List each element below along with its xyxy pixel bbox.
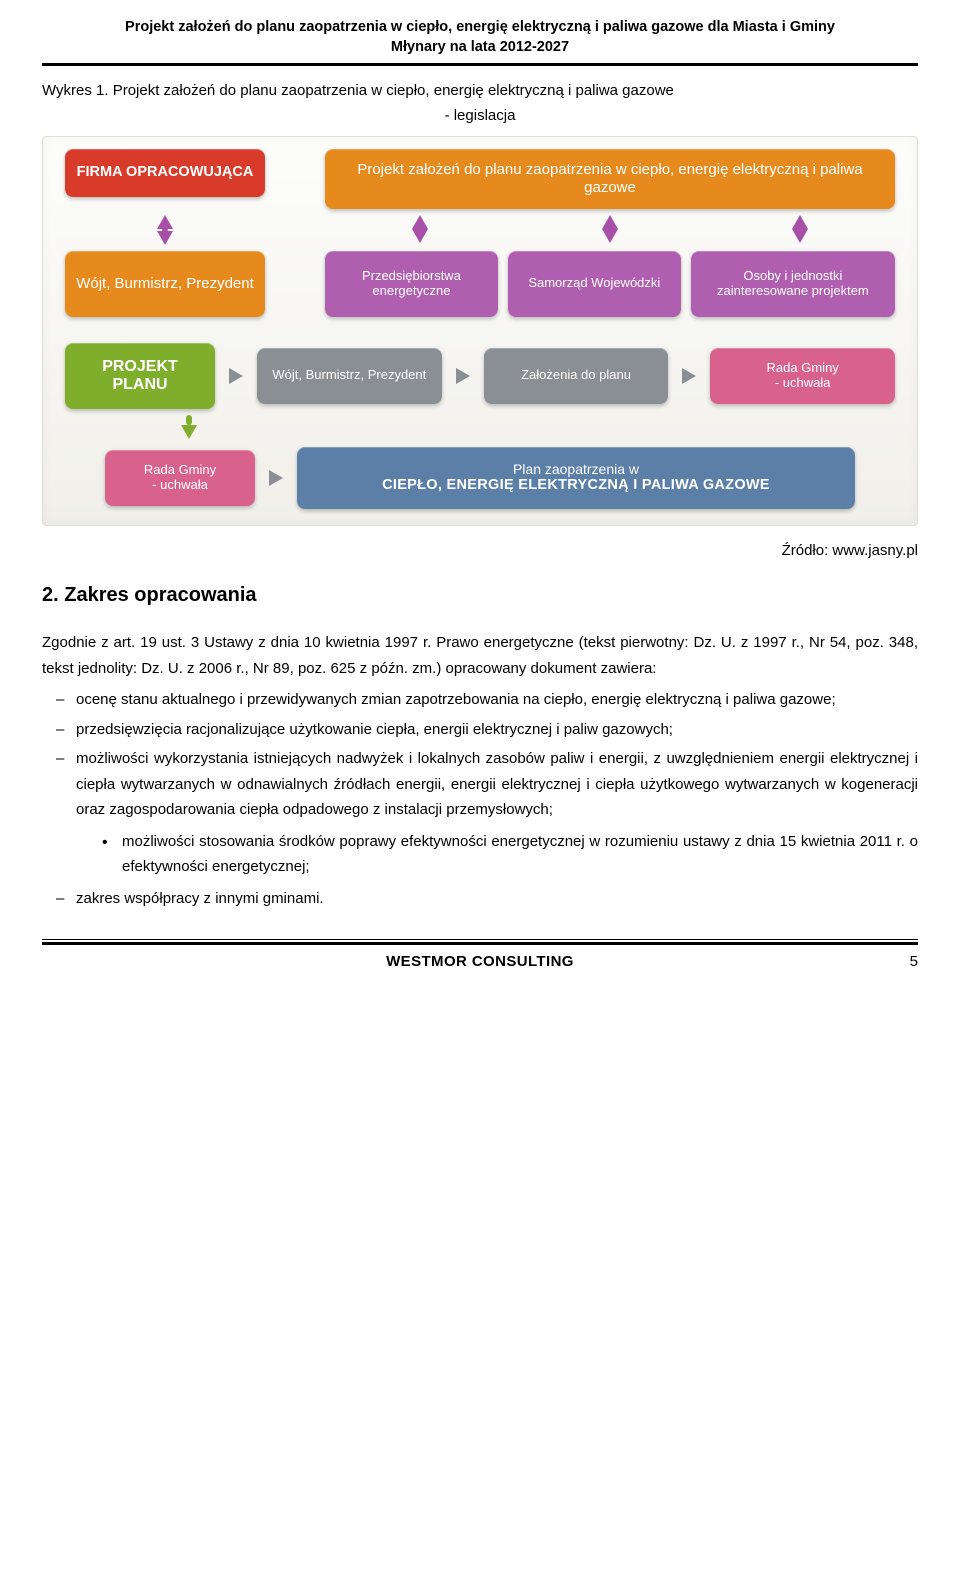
header-line-2: Młynary na lata 2012-2027 <box>42 38 918 58</box>
node-label: Przedsiębiorstwa energetyczne <box>333 269 490 299</box>
arrow-down-icon <box>181 415 197 441</box>
page-number: 5 <box>858 951 918 974</box>
list-item: możliwości stosowania środków poprawy ef… <box>42 829 918 880</box>
main-list-tail: zakres współpracy z innymi gminami. <box>42 886 918 912</box>
node-label: Rada Gminy <box>144 463 216 478</box>
main-list: ocenę stanu aktualnego i przewidywanych … <box>42 687 918 823</box>
legislation-diagram: FIRMA OPRACOWUJĄCA Projekt założeń do pl… <box>42 136 918 526</box>
sub-list: możliwości stosowania środków poprawy ef… <box>42 829 918 880</box>
diagram-row-3: PROJEKT PLANU Wójt, Burmistrz, Prezydent… <box>49 343 911 409</box>
node-label: - uchwała <box>152 478 208 493</box>
node-label: PROJEKT <box>102 358 178 376</box>
node-przedsiebiorstwa: Przedsiębiorstwa energetyczne <box>325 251 498 317</box>
diagram-row-4: Rada Gminy - uchwała Plan zaopatrzenia w… <box>49 447 911 509</box>
node-samorzad: Samorząd Wojewódzki <box>508 251 681 317</box>
document-header: Projekt założeń do planu zaopatrzenia w … <box>42 18 918 66</box>
node-label: Plan zaopatrzenia w <box>513 461 639 477</box>
section-heading: 2. Zakres opracowania <box>42 580 918 610</box>
list-item: możliwości wykorzystania istniejących na… <box>42 746 918 823</box>
figure-caption: Wykres 1. Projekt założeń do planu zaopa… <box>42 80 918 101</box>
node-wojt-burmistrz: Wójt, Burmistrz, Prezydent <box>65 251 265 317</box>
node-label: PLANU <box>112 376 167 394</box>
node-label: Wójt, Burmistrz, Prezydent <box>272 368 426 383</box>
list-item: przedsięwzięcia racjonalizujące użytkowa… <box>42 717 918 743</box>
node-label: - uchwała <box>775 376 831 391</box>
node-rada-gminy-2: Rada Gminy - uchwała <box>105 450 255 506</box>
arrow-right-icon <box>678 368 700 384</box>
node-label: Wójt, Burmistrz, Prezydent <box>76 275 254 292</box>
diagram-row-2: Wójt, Burmistrz, Prezydent Przedsiębiors… <box>49 251 911 317</box>
node-projekt-planu: PROJEKT PLANU <box>65 343 215 409</box>
double-arrow-icon <box>157 215 173 245</box>
intro-paragraph: Zgodnie z art. 19 ust. 3 Ustawy z dnia 1… <box>42 630 918 681</box>
node-label: FIRMA OPRACOWUJĄCA <box>77 164 254 181</box>
figure-subtitle: - legislacja <box>42 105 918 128</box>
footer-brand: WESTMOR CONSULTING <box>386 951 574 974</box>
header-line-1: Projekt założeń do planu zaopatrzenia w … <box>42 18 918 38</box>
node-projekt-zalozen: Projekt założeń do planu zaopatrzenia w … <box>325 149 895 209</box>
arrow-right-icon <box>225 368 247 384</box>
node-wojt-burmistrz-2: Wójt, Burmistrz, Prezydent <box>257 348 442 404</box>
double-arrow-icon <box>792 215 808 245</box>
list-item: zakres współpracy z innymi gminami. <box>42 886 918 912</box>
node-osoby-jednostki: Osoby i jednostki zainteresowane projekt… <box>691 251 895 317</box>
node-label: Osoby i jednostki zainteresowane projekt… <box>699 269 887 299</box>
double-arrow-icon <box>412 215 428 245</box>
node-label: Rada Gminy <box>767 361 839 376</box>
node-firma-opracowujaca: FIRMA OPRACOWUJĄCA <box>65 149 265 197</box>
node-label: Samorząd Wojewódzki <box>528 276 660 291</box>
node-label: Założenia do planu <box>521 368 631 383</box>
figure-source: Źródło: www.jasny.pl <box>42 540 918 563</box>
page-footer: WESTMOR CONSULTING 5 <box>42 951 918 974</box>
node-zalozenia: Założenia do planu <box>484 348 669 404</box>
node-plan-zaopatrzenia: Plan zaopatrzenia w CIEPŁO, ENERGIĘ ELEK… <box>297 447 855 509</box>
footer-rule <box>42 939 918 945</box>
node-label: Projekt założeń do planu zaopatrzenia w … <box>335 161 885 196</box>
arrow-right-icon <box>452 368 474 384</box>
arrow-row-2 <box>49 415 911 441</box>
double-arrow-icon <box>602 215 618 245</box>
arrow-right-icon <box>265 470 287 486</box>
node-rada-gminy: Rada Gminy - uchwała <box>710 348 895 404</box>
node-label: CIEPŁO, ENERGIĘ ELEKTRYCZNĄ I PALIWA GAZ… <box>382 477 770 494</box>
arrow-row-1 <box>49 215 911 245</box>
diagram-row-1: FIRMA OPRACOWUJĄCA Projekt założeń do pl… <box>49 149 911 209</box>
list-item: ocenę stanu aktualnego i przewidywanych … <box>42 687 918 713</box>
